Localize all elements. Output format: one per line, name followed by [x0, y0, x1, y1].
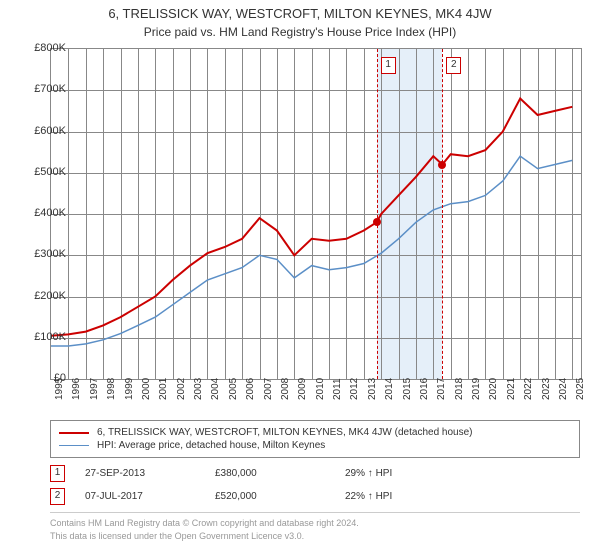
legend-swatch: [59, 432, 89, 434]
x-axis-label: 2004: [210, 378, 221, 400]
event-dot: [438, 161, 446, 169]
x-axis-label: 2012: [349, 378, 360, 400]
page-title: 6, TRELISSICK WAY, WESTCROFT, MILTON KEY…: [0, 0, 600, 21]
x-axis-label: 2002: [176, 378, 187, 400]
x-axis-label: 2009: [297, 378, 308, 400]
footer: Contains HM Land Registry data © Crown c…: [50, 512, 580, 542]
event-price: £520,000: [215, 491, 345, 502]
event-line: [442, 49, 443, 379]
event-date: 07-JUL-2017: [85, 491, 215, 502]
legend-label: HPI: Average price, detached house, Milt…: [97, 440, 325, 451]
y-axis-label: £500K: [16, 166, 66, 178]
x-axis-label: 2001: [158, 378, 169, 400]
event-marker-box: 2: [446, 57, 461, 74]
x-axis-label: 2003: [193, 378, 204, 400]
legend-item: HPI: Average price, detached house, Milt…: [59, 439, 571, 452]
events-table: 1 27-SEP-2013£380,00029% ↑ HPI 2 07-JUL-201…: [50, 462, 580, 508]
series-price_paid: [51, 99, 572, 336]
y-axis-label: £300K: [16, 248, 66, 260]
x-axis-label: 2017: [436, 378, 447, 400]
event-number: 2: [50, 488, 65, 505]
x-axis-label: 2014: [384, 378, 395, 400]
event-row: 2 07-JUL-2017£520,00022% ↑ HPI: [50, 485, 580, 508]
x-axis-label: 2008: [280, 378, 291, 400]
x-axis-label: 2005: [228, 378, 239, 400]
event-delta: 29% ↑ HPI: [345, 468, 475, 479]
x-axis-label: 2019: [471, 378, 482, 400]
x-axis-label: 2024: [558, 378, 569, 400]
x-axis-label: 2022: [523, 378, 534, 400]
event-dot: [373, 218, 381, 226]
chart-area: 12: [50, 48, 582, 380]
x-axis-label: 2010: [315, 378, 326, 400]
y-axis-label: £600K: [16, 125, 66, 137]
event-price: £380,000: [215, 468, 345, 479]
x-axis-label: 1999: [124, 378, 135, 400]
event-delta: 22% ↑ HPI: [345, 491, 475, 502]
y-axis-label: £100K: [16, 331, 66, 343]
footer-line1: Contains HM Land Registry data © Crown c…: [50, 517, 580, 530]
x-axis-label: 2018: [454, 378, 465, 400]
event-marker-box: 1: [381, 57, 396, 74]
x-axis-label: 2000: [141, 378, 152, 400]
event-date: 27-SEP-2013: [85, 468, 215, 479]
legend-label: 6, TRELISSICK WAY, WESTCROFT, MILTON KEY…: [97, 427, 472, 438]
x-axis-label: 1995: [54, 378, 65, 400]
legend: 6, TRELISSICK WAY, WESTCROFT, MILTON KEY…: [50, 420, 580, 458]
x-axis-label: 2011: [332, 378, 343, 400]
x-axis-label: 2015: [402, 378, 413, 400]
event-line: [377, 49, 378, 379]
legend-item: 6, TRELISSICK WAY, WESTCROFT, MILTON KEY…: [59, 426, 571, 439]
y-axis-label: £400K: [16, 207, 66, 219]
x-axis-label: 1998: [106, 378, 117, 400]
footer-line2: This data is licensed under the Open Gov…: [50, 530, 580, 543]
x-axis-label: 2016: [419, 378, 430, 400]
event-number: 1: [50, 465, 65, 482]
x-axis-label: 2013: [367, 378, 378, 400]
y-axis-label: £700K: [16, 83, 66, 95]
x-axis-label: 2007: [263, 378, 274, 400]
y-axis-label: £200K: [16, 290, 66, 302]
x-axis-label: 2020: [488, 378, 499, 400]
x-axis-label: 2021: [506, 378, 517, 400]
page-subtitle: Price paid vs. HM Land Registry's House …: [0, 21, 600, 39]
event-row: 1 27-SEP-2013£380,00029% ↑ HPI: [50, 462, 580, 485]
x-axis-label: 1997: [89, 378, 100, 400]
chart-svg: [51, 49, 581, 379]
y-axis-label: £800K: [16, 42, 66, 54]
x-axis-label: 1996: [71, 378, 82, 400]
x-axis-label: 2025: [575, 378, 586, 400]
legend-swatch: [59, 445, 89, 447]
x-axis-label: 2023: [541, 378, 552, 400]
x-axis-label: 2006: [245, 378, 256, 400]
series-hpi: [51, 156, 572, 346]
